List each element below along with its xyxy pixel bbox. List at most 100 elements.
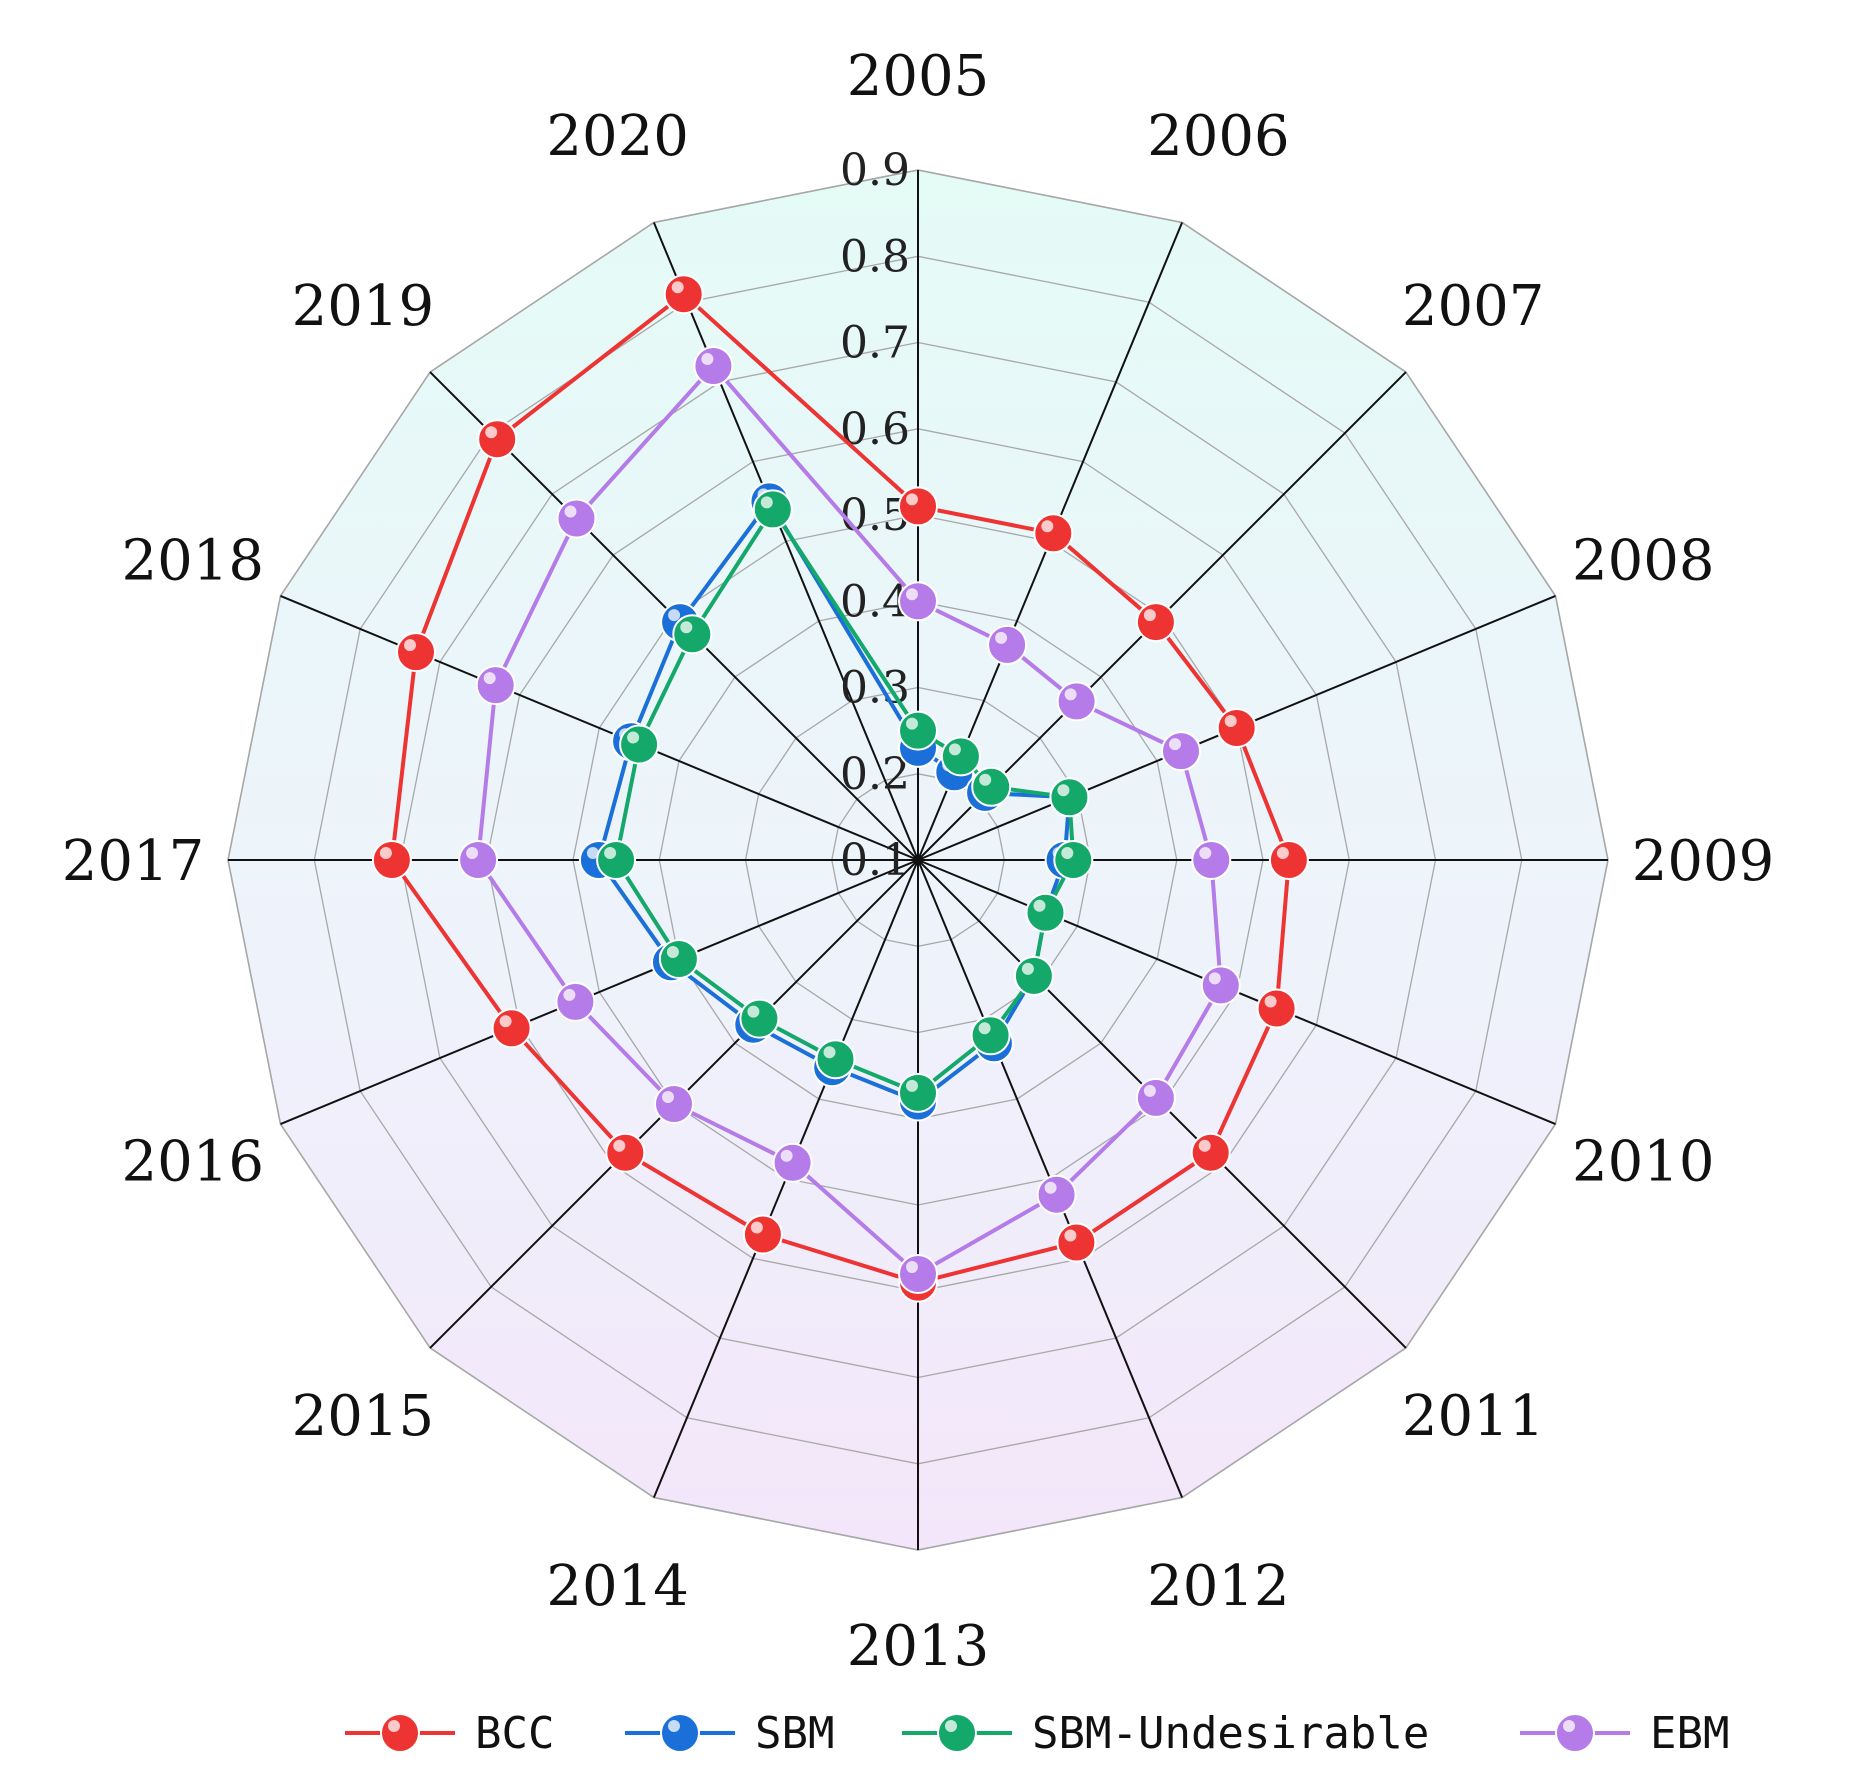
legend-swatch-highlight [388,1720,400,1732]
data-point-highlight [404,639,416,652]
category-label: 2009 [1632,829,1775,894]
legend: BCC SBM SBM-Undesirable EBM [345,1708,1729,1759]
data-point-highlight [564,505,577,518]
category-label: 2013 [847,1614,990,1679]
category-label: 2017 [62,829,205,894]
data-point-highlight [1169,738,1181,751]
tick-label: 0.2 [840,749,910,800]
data-point-highlight [1276,847,1289,859]
legend-label: SBM-Undesirable [1032,1708,1429,1759]
data-point [619,724,660,765]
data-point [1049,777,1090,818]
data-point-highlight [1224,715,1237,727]
legend-item: EBM [1520,1708,1729,1759]
data-point [739,998,780,1039]
spoke-line [280,859,919,1126]
category-label: 2012 [1147,1554,1290,1619]
data-point-highlight [1143,1084,1156,1097]
category-label: 2016 [122,1129,265,1194]
data-point [396,632,436,673]
tick-label: 0.5 [840,490,910,541]
category-label: 2011 [1402,1384,1545,1449]
category-label: 2005 [847,44,990,109]
series-sbm-undesirable [596,489,1094,1113]
data-point-highlight [701,353,714,365]
data-point-highlight [1064,688,1077,701]
spoke-line [652,222,919,861]
data-point [596,840,637,880]
data-point [898,486,938,527]
data-point-highlight [483,672,496,685]
data-point-highlight [680,621,693,634]
data-point [772,1142,813,1183]
category-label: 2007 [1402,274,1545,339]
legend-swatch-highlight [1563,1720,1575,1732]
data-point-highlight [1064,1229,1077,1242]
data-point-highlight [1044,1181,1057,1194]
series-ebm [458,346,1241,1294]
data-point [1053,840,1094,880]
legend-label: BCC [475,1708,554,1759]
radial-spokes [228,170,1608,1550]
data-point [371,840,412,880]
legend-swatch-marker [660,1713,700,1753]
data-point-highlight [485,426,498,439]
data-point-highlight [668,609,681,622]
category-label: 2014 [546,1554,689,1619]
data-point [971,766,1012,807]
data-point-highlight [586,847,599,859]
data-point [1216,708,1257,748]
data-point [815,1039,856,1080]
series-layer [371,274,1309,1303]
data-point-highlight [1061,847,1074,859]
data-point-highlight [978,1022,991,1035]
data-point-highlight [1033,899,1046,912]
legend-swatch-highlight [668,1720,680,1732]
data-point-highlight [1143,609,1156,622]
data-point [940,736,981,777]
data-point-highlight [948,743,961,756]
category-label: 2020 [546,104,689,169]
data-point [987,624,1028,665]
data-point-highlight [1198,1139,1211,1152]
data-point [1190,1132,1231,1173]
data-point [1268,840,1309,880]
data-point-highlight [1208,972,1221,985]
data-point-highlight [666,946,679,958]
data-point-highlight [906,1261,918,1273]
data-point [1036,1174,1077,1215]
category-label: 2018 [122,529,265,594]
data-point [898,710,938,751]
category-label: 2015 [292,1384,435,1449]
data-point-highlight [823,1046,836,1059]
data-point [663,274,704,315]
data-point [458,840,499,880]
data-point [1161,731,1201,772]
legend-item: SBM-Undesirable [902,1708,1429,1759]
data-point [658,939,699,979]
data-point [654,1084,694,1124]
tick-label: 0.7 [840,318,910,369]
data-point-highlight [1041,520,1054,533]
data-point [1191,840,1232,880]
tick-label: 0.1 [840,835,910,886]
data-point-highlight [604,847,617,859]
legend-label: SBM [755,1708,834,1759]
category-label: 2019 [292,274,435,339]
data-point [477,419,518,460]
data-point [752,489,793,530]
data-point [605,1132,646,1173]
data-point [672,614,713,655]
radial-tick-labels: 0.10.20.30.40.50.60.70.80.9 [840,145,910,886]
category-label: 2006 [1147,104,1290,169]
data-point-highlight [906,493,918,506]
data-point-highlight [1021,962,1034,975]
data-point [1025,892,1066,933]
category-label: 2010 [1572,1129,1715,1194]
data-point [898,1072,938,1113]
data-point-highlight [906,717,918,730]
data-point-highlight [379,847,392,859]
legend-swatch-marker [937,1713,977,1753]
data-point-highlight [563,988,576,1001]
data-point-highlight [747,1005,760,1018]
